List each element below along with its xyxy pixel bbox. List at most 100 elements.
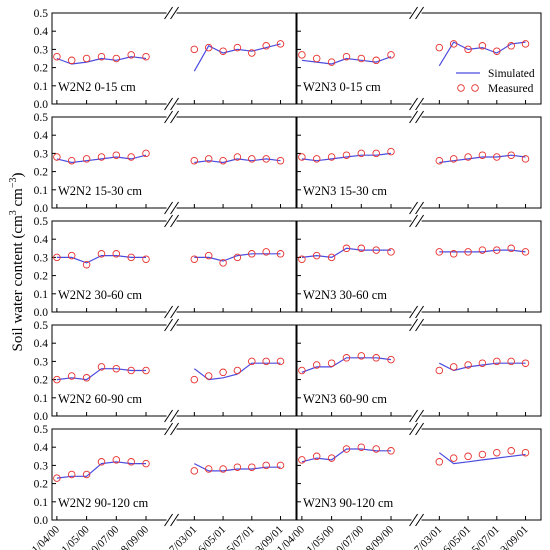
panel: 0.0 0.1 0.2 0.3 0.4 0.5 W2N2 0-15 cm [34,6,297,111]
axis-break-mark [409,97,418,111]
axis-break-gap [166,111,177,123]
axis-break-gap [166,98,177,110]
x-tick-label: 01/04/00 [26,523,62,550]
simulated-series-line [301,448,391,463]
simulated-series-line [194,463,281,472]
x-tick-label: 25/07/01 [466,524,502,550]
measured-point [342,151,351,159]
axis-break-mark [164,305,173,319]
measured-point [127,366,135,375]
measured-point [204,43,213,52]
measured-point [357,352,366,360]
axis-break-gap [411,202,422,214]
axis-break-mark [415,6,424,20]
measured-point [276,461,285,470]
measured-point [248,463,256,471]
measured-point [521,248,530,256]
legend-measured-swatch [457,84,465,92]
measured-point [357,149,366,158]
y-tick-label: 0.5 [34,424,49,436]
measured-point [127,153,135,161]
measured-point [327,253,336,262]
y-tick-label: 0.3 [34,460,49,472]
x-tick-label: 27/03/01 [408,524,444,550]
axis-break-mark [409,318,418,332]
y-tick-label: 0.3 [34,356,49,368]
y-tick-label: 0.5 [34,8,49,20]
panel: 0.0 0.1 0.2 0.3 0.4 0.5 W2N2 60-90 cm [34,318,297,423]
measured-point [478,450,487,459]
legend-simulated-label: Simulated [488,68,535,80]
axis-break-mark [409,214,418,228]
y-tick-label: 0.3 [34,44,49,56]
measured-point [127,51,135,59]
y-tick-label: 0.4 [34,130,49,142]
measured-point [127,458,135,466]
measured-point [493,47,501,55]
measured-point [493,246,501,254]
y-tick-label: 0.0 [34,411,49,423]
y-tick-label: 0.0 [34,203,49,215]
legend: Simulated Measured [456,68,535,95]
measured-point [507,447,515,455]
axis-break-gap [411,514,422,526]
axis-break-mark [170,422,179,436]
axis-break-gap [166,306,177,318]
axis-break-mark [415,97,424,111]
measured-point [112,456,121,464]
axis-break-mark [415,409,424,423]
measured-point [112,364,121,373]
measured-point [127,253,135,262]
x-tick-label: 30/07/00 [330,523,366,550]
measured-point [464,361,472,369]
panel-title: W2N3 0-15 cm [303,80,381,94]
y-tick-label: 0.1 [34,497,49,509]
simulated-series-line [438,41,526,67]
measured-point [312,452,321,461]
measured-point [342,354,351,362]
simulated-series-line [56,461,146,479]
measured-point [435,156,444,165]
measured-point [112,151,121,159]
measured-point [342,52,351,61]
panel-grid: 0.0 0.1 0.2 0.3 0.4 0.5 W2N2 0-15 cm W2N3 0-15 … [26,6,542,550]
y-tick-label: 0.4 [34,338,49,350]
measured-point [478,42,487,50]
measured-point [435,366,444,375]
measured-point [262,357,270,366]
simulated-series-line [439,249,526,253]
measured-point [357,54,366,63]
panel-title: W2N2 15-30 cm [58,184,142,198]
measured-point [142,52,150,61]
measured-point [262,42,270,50]
measured-point [327,58,336,66]
measured-point [82,54,91,63]
y-axis-label: Soil water content (cm3 cm−3) [8,173,26,352]
measured-point [372,149,380,158]
measured-point [204,372,213,380]
simulated-series-line [439,154,526,164]
measured-point [142,149,150,158]
axis-break-gap [166,423,177,435]
y-tick-label: 0.5 [34,216,49,228]
axis-break-mark [164,214,173,228]
measured-point [204,251,213,260]
axis-break-mark [415,110,424,124]
measured-point [312,155,321,163]
panel: 0.0 0.1 0.2 0.3 0.4 0.5 W2N2 90-120 cm 01/04/00… [26,422,297,550]
y-tick-label: 0.3 [34,252,49,264]
measured-point [521,155,530,163]
x-tick-label: 31/05/00 [56,523,92,550]
panel-title: W2N3 60-90 cm [303,392,387,406]
axis-break-gap [166,215,177,227]
measured-point [82,470,91,479]
measured-point [53,52,61,61]
measured-point [248,357,256,366]
axis-break-gap [411,319,422,331]
measured-point [507,151,515,159]
y-tick-label: 0.1 [34,289,49,301]
measured-point [387,147,395,156]
measured-point [204,155,213,163]
x-tick-label: 26/05/01 [437,524,473,550]
axis-break-mark [415,513,424,527]
